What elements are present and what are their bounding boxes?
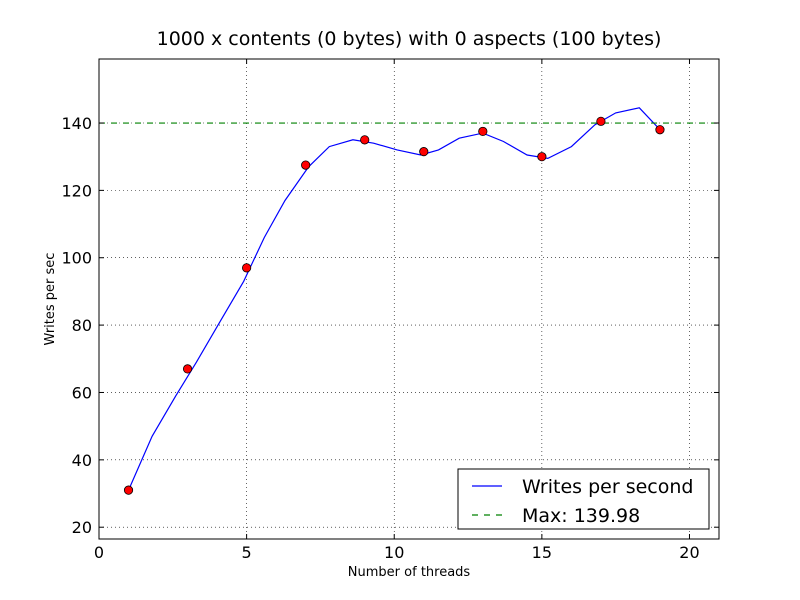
x-tick-label: 10 xyxy=(384,543,404,562)
data-point-marker xyxy=(242,263,252,273)
y-tick-label: 60 xyxy=(72,383,92,402)
x-tick-label: 15 xyxy=(532,543,552,562)
series-layer xyxy=(99,107,719,491)
legend-label-max: Max: 139.98 xyxy=(522,505,640,527)
x-axis-label: Number of threads xyxy=(348,565,471,580)
legend-box xyxy=(457,468,710,530)
data-point-marker xyxy=(182,364,193,374)
x-tick-label: 0 xyxy=(94,543,104,562)
data-point-marker xyxy=(419,147,429,157)
grid xyxy=(99,59,719,539)
data-point-marker xyxy=(478,126,488,137)
legend: Writes per second Max: 139.98 xyxy=(457,468,710,530)
data-point-marker xyxy=(301,160,311,170)
x-tick-label: 5 xyxy=(242,543,252,562)
plot-frame xyxy=(98,58,720,540)
y-tick-label: 20 xyxy=(72,518,92,537)
series-line-writes xyxy=(127,107,661,491)
y-tick-label: 120 xyxy=(61,181,92,200)
y-tick-label: 80 xyxy=(72,316,92,335)
legend-label-writes: Writes per second xyxy=(522,476,693,498)
data-point-marker xyxy=(655,125,665,135)
chart-title: 1000 x contents (0 bytes) with 0 aspects… xyxy=(157,28,662,50)
markers-layer xyxy=(123,116,665,495)
data-point-marker xyxy=(596,116,606,126)
y-tick-label: 140 xyxy=(61,114,92,133)
data-point-marker xyxy=(360,135,370,145)
y-tick-label: 100 xyxy=(61,249,92,268)
x-axis: 0 5 10 15 20 xyxy=(94,59,700,562)
data-point-marker xyxy=(537,152,547,162)
data-point-marker xyxy=(123,485,134,495)
y-axis: 20 40 60 80 100 120 140 xyxy=(61,114,719,537)
y-tick-label: 40 xyxy=(72,451,92,470)
x-tick-label: 20 xyxy=(679,543,699,562)
y-axis-label: Writes per sec xyxy=(43,253,58,346)
